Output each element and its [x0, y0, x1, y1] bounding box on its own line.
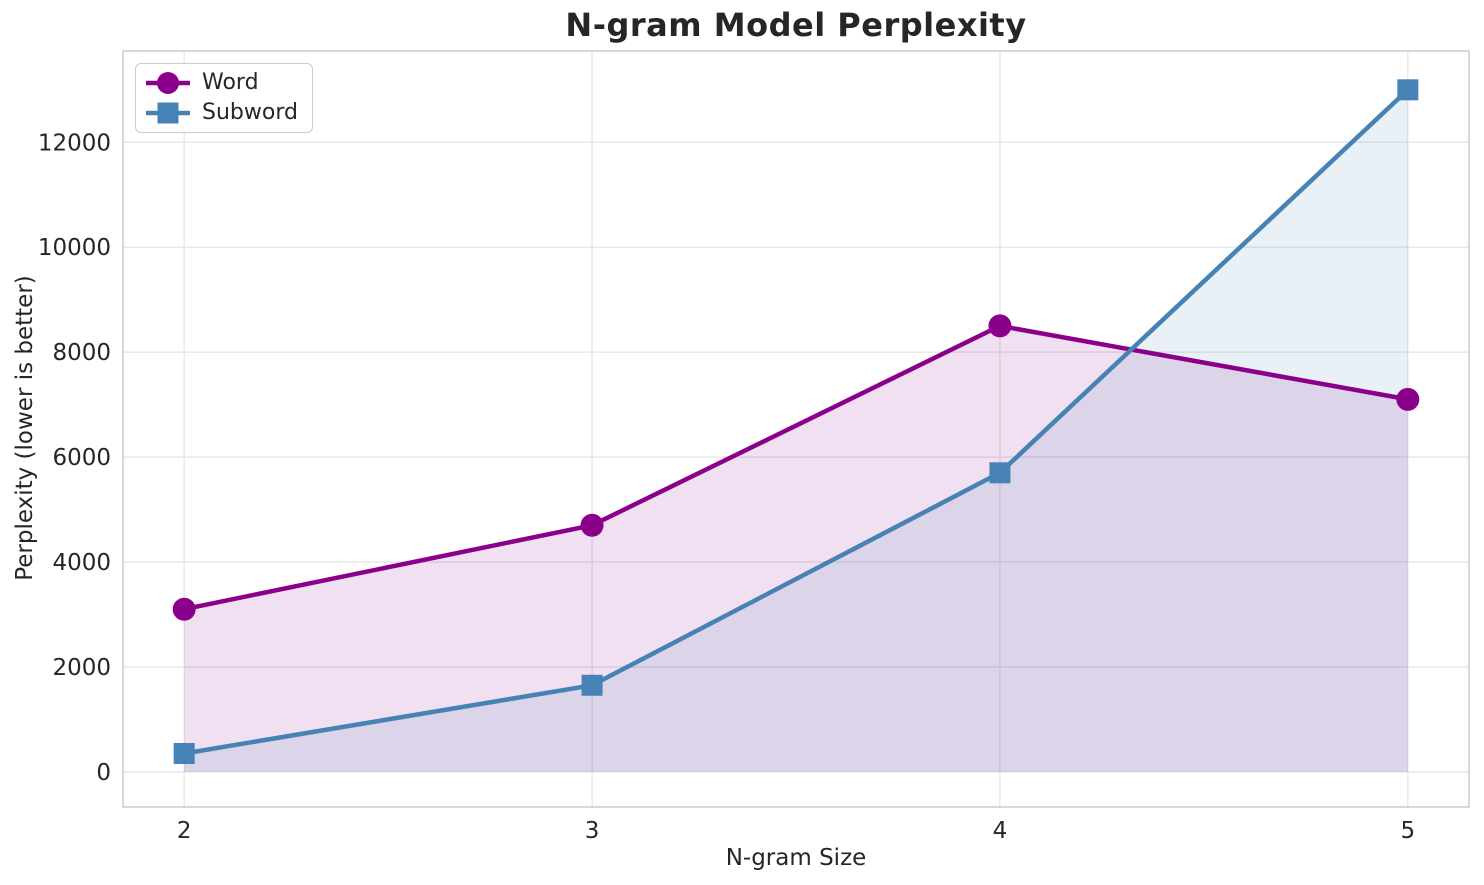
x-axis-label: N-gram Size	[725, 845, 867, 871]
legend-item-subword: Subword	[144, 99, 298, 127]
legend-label-word: Word	[202, 70, 259, 95]
series-word-area	[184, 325, 1408, 772]
y-tick-label: 4000	[52, 550, 111, 576]
series-word-point	[988, 314, 1012, 338]
x-tick-label: 5	[1400, 818, 1415, 844]
y-tick-label: 6000	[52, 445, 111, 471]
y-tick-label: 12000	[38, 130, 111, 156]
series-subword-point	[1397, 79, 1419, 101]
series-word-line	[183, 323, 1409, 612]
chart-title: N-gram Model Perplexity	[565, 6, 1027, 44]
series-word-point	[1396, 387, 1420, 411]
series-subword-point	[173, 742, 195, 764]
legend-label-subword: Subword	[202, 100, 298, 125]
subword-series-marker-icon	[146, 102, 190, 124]
y-tick-label: 10000	[38, 235, 111, 261]
y-tick-label: 0	[96, 760, 111, 786]
series-subword-line	[183, 88, 1410, 756]
x-tick-label: 2	[177, 818, 192, 844]
x-tick-label: 4	[993, 818, 1008, 844]
legend-item-word: Word	[144, 69, 298, 97]
x-tick-label: 3	[585, 818, 600, 844]
word-series-marker-icon	[146, 72, 190, 94]
y-tick-label: 8000	[52, 340, 111, 366]
series-subword-point	[581, 674, 603, 696]
series-subword-area	[184, 89, 1408, 772]
series-word-point	[580, 513, 604, 537]
y-tick-label: 2000	[52, 655, 111, 681]
legend: Word Subword	[135, 63, 313, 133]
plot-border	[122, 50, 1470, 808]
series-word-point	[172, 597, 196, 621]
series-subword-point	[989, 462, 1011, 484]
y-axis-label: Perplexity (lower is better)	[12, 275, 38, 581]
